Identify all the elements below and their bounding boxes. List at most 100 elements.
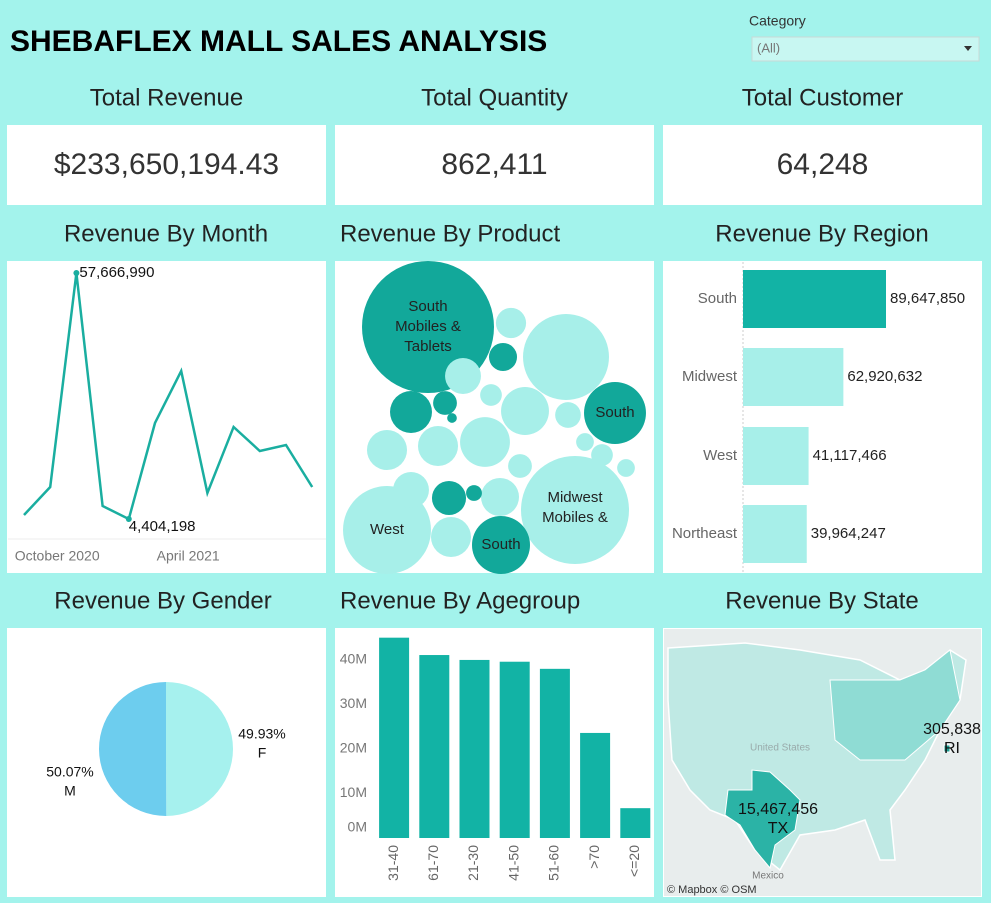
bubble-label: South Mobiles & Tablets bbox=[395, 298, 461, 355]
attribution: © Mapbox © OSM bbox=[667, 884, 757, 896]
filter-label: Category bbox=[749, 13, 806, 29]
bubble bbox=[390, 391, 432, 433]
state bbox=[943, 744, 951, 753]
bubble bbox=[555, 402, 581, 428]
filter-dropdown[interactable] bbox=[751, 36, 980, 62]
data-label: 57,666,990 bbox=[79, 264, 154, 281]
kpi-value: $233,650,194.43 bbox=[54, 148, 279, 181]
bubble bbox=[471, 515, 531, 575]
bubble bbox=[480, 477, 520, 517]
chart-panel bbox=[7, 261, 326, 573]
bubble-label: West bbox=[370, 521, 404, 538]
x-tick-label: 61-70 bbox=[425, 845, 441, 881]
pie-slice bbox=[99, 682, 167, 816]
bar bbox=[459, 659, 490, 838]
bar bbox=[743, 505, 807, 563]
bubble bbox=[480, 384, 502, 406]
bubble-label: Midwest Mobiles & bbox=[542, 489, 608, 526]
kpi-value: 862,411 bbox=[441, 148, 547, 181]
bubble bbox=[466, 485, 482, 501]
y-tick-label: 10M bbox=[340, 784, 367, 800]
country-label: Mexico bbox=[752, 871, 784, 882]
y-tick-label: 30M bbox=[340, 695, 367, 711]
bubble bbox=[460, 417, 510, 467]
point bbox=[125, 516, 132, 522]
bubble bbox=[584, 382, 646, 444]
chart-title: Revenue By Month bbox=[64, 220, 268, 247]
revenue-line bbox=[23, 272, 314, 521]
kpi-card bbox=[335, 125, 654, 205]
chart-title: Revenue By Product bbox=[340, 220, 560, 247]
data-label: 49.93% bbox=[238, 726, 285, 742]
bubble bbox=[445, 358, 481, 394]
state-label: RI bbox=[944, 740, 960, 757]
bar bbox=[620, 808, 651, 838]
data-label: 41,117,466 bbox=[813, 447, 887, 464]
category-label: South bbox=[698, 290, 737, 307]
y-tick-label: 40M bbox=[340, 651, 367, 667]
dashboard-title: SHEBAFLEX MALL SALES ANALYSIS bbox=[10, 25, 547, 58]
bar bbox=[539, 668, 570, 838]
bubble bbox=[495, 307, 527, 339]
bubble bbox=[501, 387, 549, 435]
data-label: 15,467,456 bbox=[738, 801, 818, 818]
bubble bbox=[520, 455, 630, 565]
bar bbox=[743, 270, 886, 328]
category-label: West bbox=[703, 447, 738, 464]
category-label: Midwest bbox=[682, 368, 738, 385]
bubble bbox=[576, 433, 594, 451]
x-tick-label: April 2021 bbox=[157, 548, 220, 564]
data-label: 50.07% bbox=[46, 764, 93, 780]
kpi-title: Total Customer bbox=[742, 84, 903, 111]
point bbox=[73, 270, 80, 276]
data-label: 305,838 bbox=[923, 721, 981, 738]
x-tick-label: 31-40 bbox=[385, 845, 401, 881]
filter-value[interactable]: (All) bbox=[757, 40, 780, 55]
data-label: 39,964,247 bbox=[811, 525, 886, 542]
x-tick-label: <=20 bbox=[626, 845, 642, 877]
kpi-title: Total Revenue bbox=[90, 84, 243, 111]
bubble bbox=[488, 342, 518, 372]
bar bbox=[580, 732, 611, 838]
bubble-label: South bbox=[481, 536, 521, 553]
kpi-value: 64,248 bbox=[777, 148, 869, 181]
bubble bbox=[393, 472, 429, 508]
data-label: 62,920,632 bbox=[847, 368, 922, 385]
kpi-card bbox=[7, 125, 326, 205]
x-tick-label: 21-30 bbox=[465, 845, 481, 881]
data-label: 4,404,198 bbox=[129, 518, 196, 535]
chart-title: Revenue By Region bbox=[715, 220, 928, 247]
bar bbox=[499, 661, 530, 838]
category-label: M bbox=[64, 783, 76, 799]
pie-slice bbox=[166, 682, 234, 816]
bubble bbox=[523, 314, 609, 400]
bubble bbox=[433, 391, 457, 415]
bubble bbox=[366, 429, 408, 471]
bubble-label: South bbox=[595, 404, 635, 421]
bubble bbox=[431, 480, 467, 516]
country-label: United States bbox=[750, 743, 810, 754]
category-label: F bbox=[258, 745, 267, 761]
x-tick-label: 41-50 bbox=[505, 845, 521, 881]
kpi-card bbox=[663, 125, 982, 205]
data-label: 89,647,850 bbox=[890, 290, 965, 307]
chart-title: Revenue By State bbox=[725, 587, 918, 614]
y-tick-label: 20M bbox=[340, 740, 367, 756]
state bbox=[724, 769, 801, 870]
bubble bbox=[430, 516, 472, 558]
bubble bbox=[508, 454, 532, 478]
region-east bbox=[829, 649, 961, 761]
bar bbox=[379, 637, 410, 838]
x-tick-label: 51-60 bbox=[546, 845, 562, 881]
bar bbox=[743, 427, 809, 485]
category-label: Northeast bbox=[672, 525, 738, 542]
x-tick-label: October 2020 bbox=[15, 548, 100, 564]
bubble bbox=[591, 444, 613, 466]
bubble bbox=[417, 425, 459, 467]
bubble bbox=[617, 459, 635, 477]
chart-title: Revenue By Agegroup bbox=[340, 587, 580, 614]
dropdown-arrow[interactable] bbox=[964, 46, 972, 51]
bar bbox=[419, 655, 450, 838]
